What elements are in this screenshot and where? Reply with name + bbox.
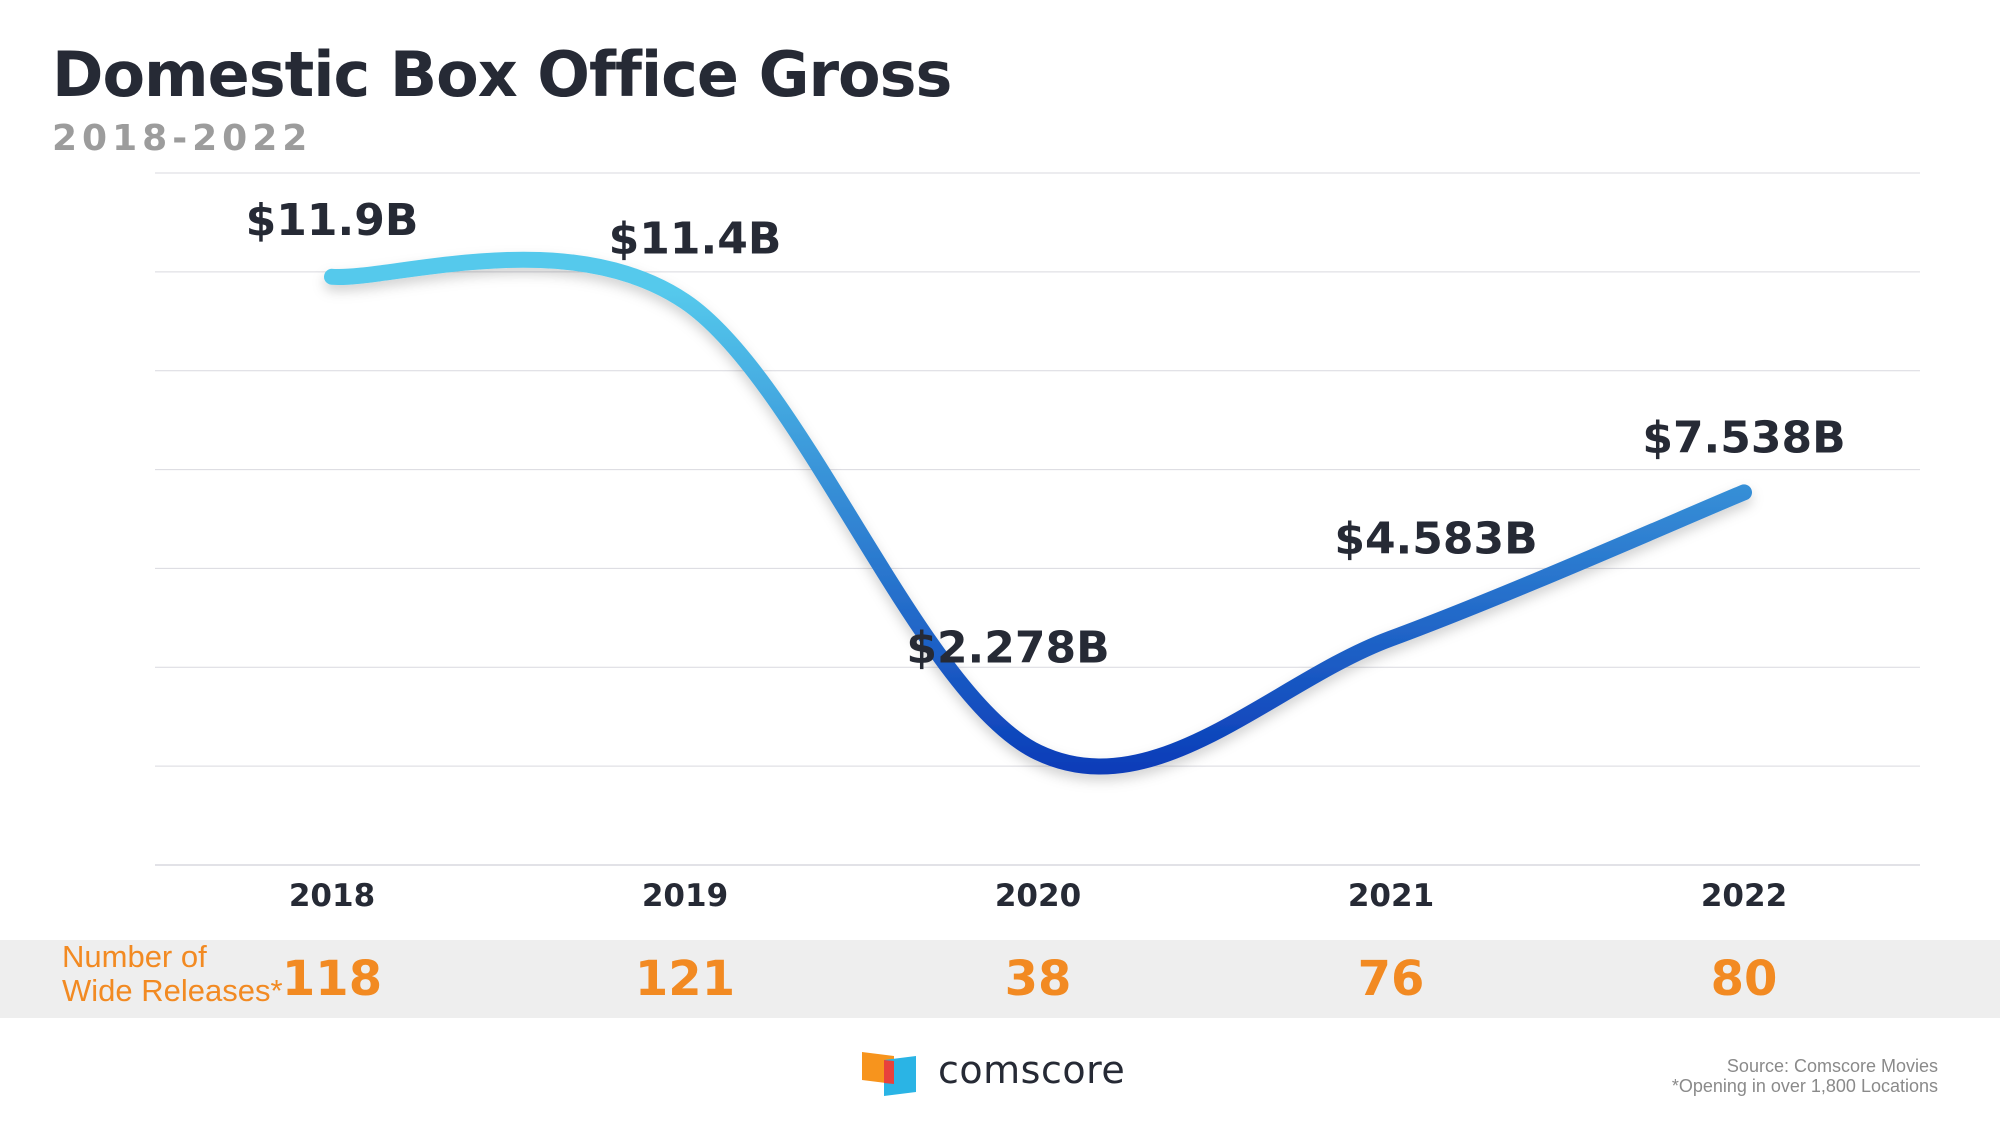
x-tick-label: 2021: [1348, 878, 1434, 914]
chart-title: Domestic Box Office Gross: [52, 38, 952, 111]
comscore-logo-icon: [862, 1052, 916, 1096]
x-tick-label: 2022: [1701, 878, 1787, 914]
releases-label-line1: Number of: [62, 939, 207, 974]
locations-note: *Opening in over 1,800 Locations: [1671, 1076, 1938, 1096]
releases-label: Number of Wide Releases*: [62, 940, 302, 1008]
chart-subtitle: 2018-2022: [52, 118, 313, 159]
value-label: $11.9B: [246, 195, 419, 246]
gridlines: [155, 172, 1920, 866]
comscore-logo: comscore: [860, 1046, 1160, 1096]
release-count: 80: [1711, 951, 1778, 1007]
value-labels: $11.9B $11.4B $2.278B $4.583B $7.538B: [246, 195, 1846, 674]
release-count: 38: [1005, 951, 1072, 1007]
footnote: Source: Comscore Movies *Opening in over…: [1672, 1056, 1938, 1096]
value-label: $7.538B: [1642, 412, 1845, 463]
x-tick-label: 2020: [995, 878, 1081, 914]
series-line: [324, 251, 1752, 775]
series-line-group: [324, 251, 1752, 775]
release-count: 121: [635, 951, 735, 1007]
x-tick-label: 2018: [289, 878, 375, 914]
release-count: 76: [1358, 951, 1425, 1007]
releases-band: [0, 940, 2000, 1018]
value-label: $2.278B: [906, 622, 1109, 673]
releases-label-line2: Wide Releases*: [62, 973, 283, 1008]
x-tick-label: 2019: [642, 878, 728, 914]
x-axis-ticks: 2018 2019 2020 2021 2022: [289, 878, 1787, 914]
release-values: 118 121 38 76 80: [282, 951, 1778, 1007]
value-label: $11.4B: [609, 214, 782, 265]
value-label: $4.583B: [1334, 514, 1537, 565]
release-count: 118: [282, 951, 382, 1007]
comscore-logo-text: comscore: [938, 1048, 1126, 1092]
source-note: Source: Comscore Movies: [1726, 1056, 1938, 1076]
